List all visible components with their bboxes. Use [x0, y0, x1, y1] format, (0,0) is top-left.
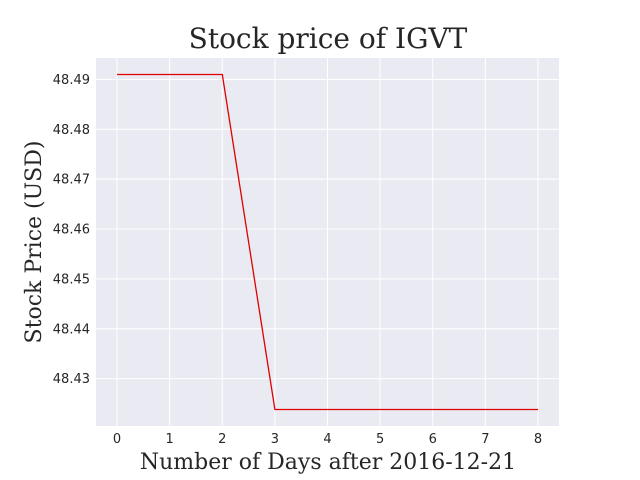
- y-tick-label: 48.47: [53, 173, 90, 188]
- y-tick-label: 48.44: [53, 322, 90, 337]
- x-tick-label: 0: [113, 432, 121, 447]
- x-tick-label: 4: [323, 432, 331, 447]
- y-tick-label: 48.46: [53, 223, 90, 238]
- y-tick-label: 48.43: [53, 372, 90, 387]
- chart-title: Stock price of IGVT: [189, 22, 468, 55]
- x-tick-label: 1: [166, 432, 174, 447]
- y-axis-ticks: 48.43 48.44 48.45 48.46 48.47 48.48 48.49: [53, 73, 90, 387]
- grid: [96, 58, 559, 426]
- x-tick-label: 6: [429, 432, 437, 447]
- y-tick-label: 48.49: [53, 73, 90, 88]
- x-axis-ticks: 0 1 2 3 4 5 6 7 8: [113, 432, 542, 447]
- y-tick-label: 48.45: [53, 272, 90, 287]
- x-axis-label: Number of Days after 2016-12-21: [140, 450, 516, 475]
- x-tick-label: 3: [271, 432, 279, 447]
- y-axis-label: Stock Price (USD): [22, 141, 47, 344]
- series-line-0: [117, 73, 538, 411]
- x-tick-label: 8: [534, 432, 542, 447]
- series-layer: [117, 73, 538, 411]
- y-tick-label: 48.48: [53, 123, 90, 138]
- x-tick-label: 5: [376, 432, 384, 447]
- x-tick-label: 7: [481, 432, 489, 447]
- x-tick-label: 2: [218, 432, 226, 447]
